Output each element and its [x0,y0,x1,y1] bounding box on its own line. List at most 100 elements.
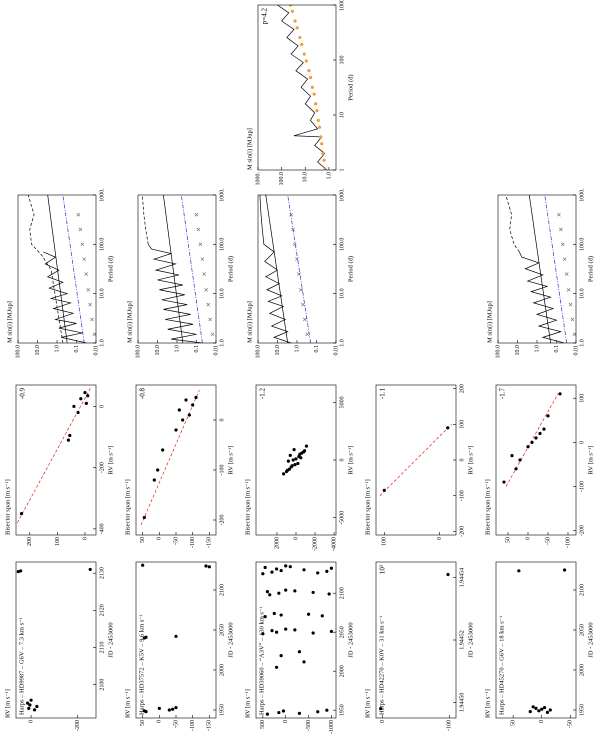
y-axis-label: M sin(i) [MJup] [246,128,253,170]
y-tick-label: 1.0 [326,172,332,180]
data-point [329,629,334,634]
data-point [161,448,165,452]
axes-frame [497,194,577,344]
data-point [293,463,297,467]
y-axis-label: RV [m s⁻¹] [244,689,251,718]
y-tick-label: 100.0 [135,345,141,359]
x-tick-label: 1 [339,169,345,172]
plot-area [379,424,452,496]
axes-frame [495,384,577,536]
annotation: p=4.2 [261,8,269,25]
y-tick-label: 0 [525,537,531,540]
panel-title: Harps – HD39060 – “A3V” – 130 km s⁻¹ [258,607,265,715]
data-point [314,102,318,106]
data-point [302,449,307,453]
x-tick-label: 100 [579,394,585,403]
data-point [187,413,191,417]
panel: 1950 2000 2050 2100 500 0 -500 -1000 JD - 245300… [244,561,354,734]
data-point [446,572,450,577]
y-tick-label: 0.1 [314,345,320,353]
data-point [308,75,313,80]
cross-point [570,317,575,322]
y-tick-label: 500 [260,720,266,729]
data-point [171,707,175,711]
curve [180,195,203,343]
axes-frame [257,4,337,171]
plot-area [140,389,200,526]
plot-area [517,568,567,714]
panel: -400 -200 0 0 100 200 RV [m s⁻¹] Bisector span … [4,384,114,546]
data-point [268,593,272,597]
y-tick-label: 0 [283,720,289,723]
x-tick-label: 2050 [339,626,345,638]
cross-point [559,227,563,232]
data-point [72,404,76,409]
x-tick-label: 1.94454 [459,568,465,588]
data-point [141,563,145,567]
y-tick-label: -50 [173,537,179,545]
x-tick-label: 2000 [579,664,585,676]
cross-point [560,242,565,247]
y-tick-label: 0 [437,537,443,540]
data-point [156,468,160,472]
curve [544,195,568,343]
data-point [321,151,325,156]
curve [147,244,203,343]
x-tick-label: 0 [579,441,585,444]
y-tick-label: -100 [447,720,453,731]
y-tick-label: 50 [505,537,511,543]
data-point [263,614,267,619]
cross-point [566,287,571,292]
y-axis-label: Bisector span [m s⁻¹] [484,479,491,535]
data-point [320,142,324,146]
panel: 1 10 100 1000 1.0 10.0 100.0 1000. Period (d) M s… [246,0,354,186]
x-axis-label: RV [m s⁻¹] [587,446,594,475]
data-point [312,92,316,96]
x-tick-label: 2100 [219,584,225,596]
data-point [86,394,90,398]
panel: -5000 0 5000 2000 0 -2000 -4000 RV [m s⁻¹] Bisec… [244,384,354,551]
data-point [530,440,534,444]
data-point [265,590,270,594]
y-axis-label: Bisector span [m s⁻¹] [4,479,11,535]
data-point [534,436,538,440]
data-point [545,710,550,714]
data-point [282,472,286,476]
panel: -200 -100 0 50 0 -50 -100 -150 RV [m s⁻¹] Bisecto… [124,384,234,548]
plot-area [27,195,96,343]
y-tick-label: 0.01 [93,345,99,356]
fit-line [141,195,149,245]
y-tick-label: 50 [511,720,517,726]
curve [528,195,551,343]
data-point [537,709,541,713]
cross-point [206,302,211,307]
y-tick-label: 1.0 [534,345,540,353]
cross-point [90,317,94,322]
data-point [79,397,83,401]
data-point [19,511,24,516]
annotation: -0.8 [139,388,147,400]
data-point [316,710,320,714]
y-axis-label: M sin(i) [MJup] [246,301,253,343]
data-point [25,701,30,705]
panel-title: Harps – HD9987 – G6V – 7.3 km s⁻¹ [18,617,25,715]
data-point [181,418,185,422]
annotation: -1.7 [499,388,507,400]
x-axis-label: Period (d) [347,256,354,282]
y-tick-label: 0 [82,537,88,540]
x-tick-label: 1000 [339,0,345,11]
data-point [144,635,148,639]
y-tick-label: 100.0 [255,345,261,359]
cross-point [202,272,207,276]
plot-area [141,195,215,343]
data-point [542,427,546,431]
x-axis-label: RV [m s⁻¹] [467,446,474,475]
data-point [142,709,146,713]
cross-point [557,212,561,217]
axes-frame [15,561,97,719]
data-point [291,458,295,462]
data-point [310,85,314,89]
y-tick-label: 50 [140,720,146,726]
